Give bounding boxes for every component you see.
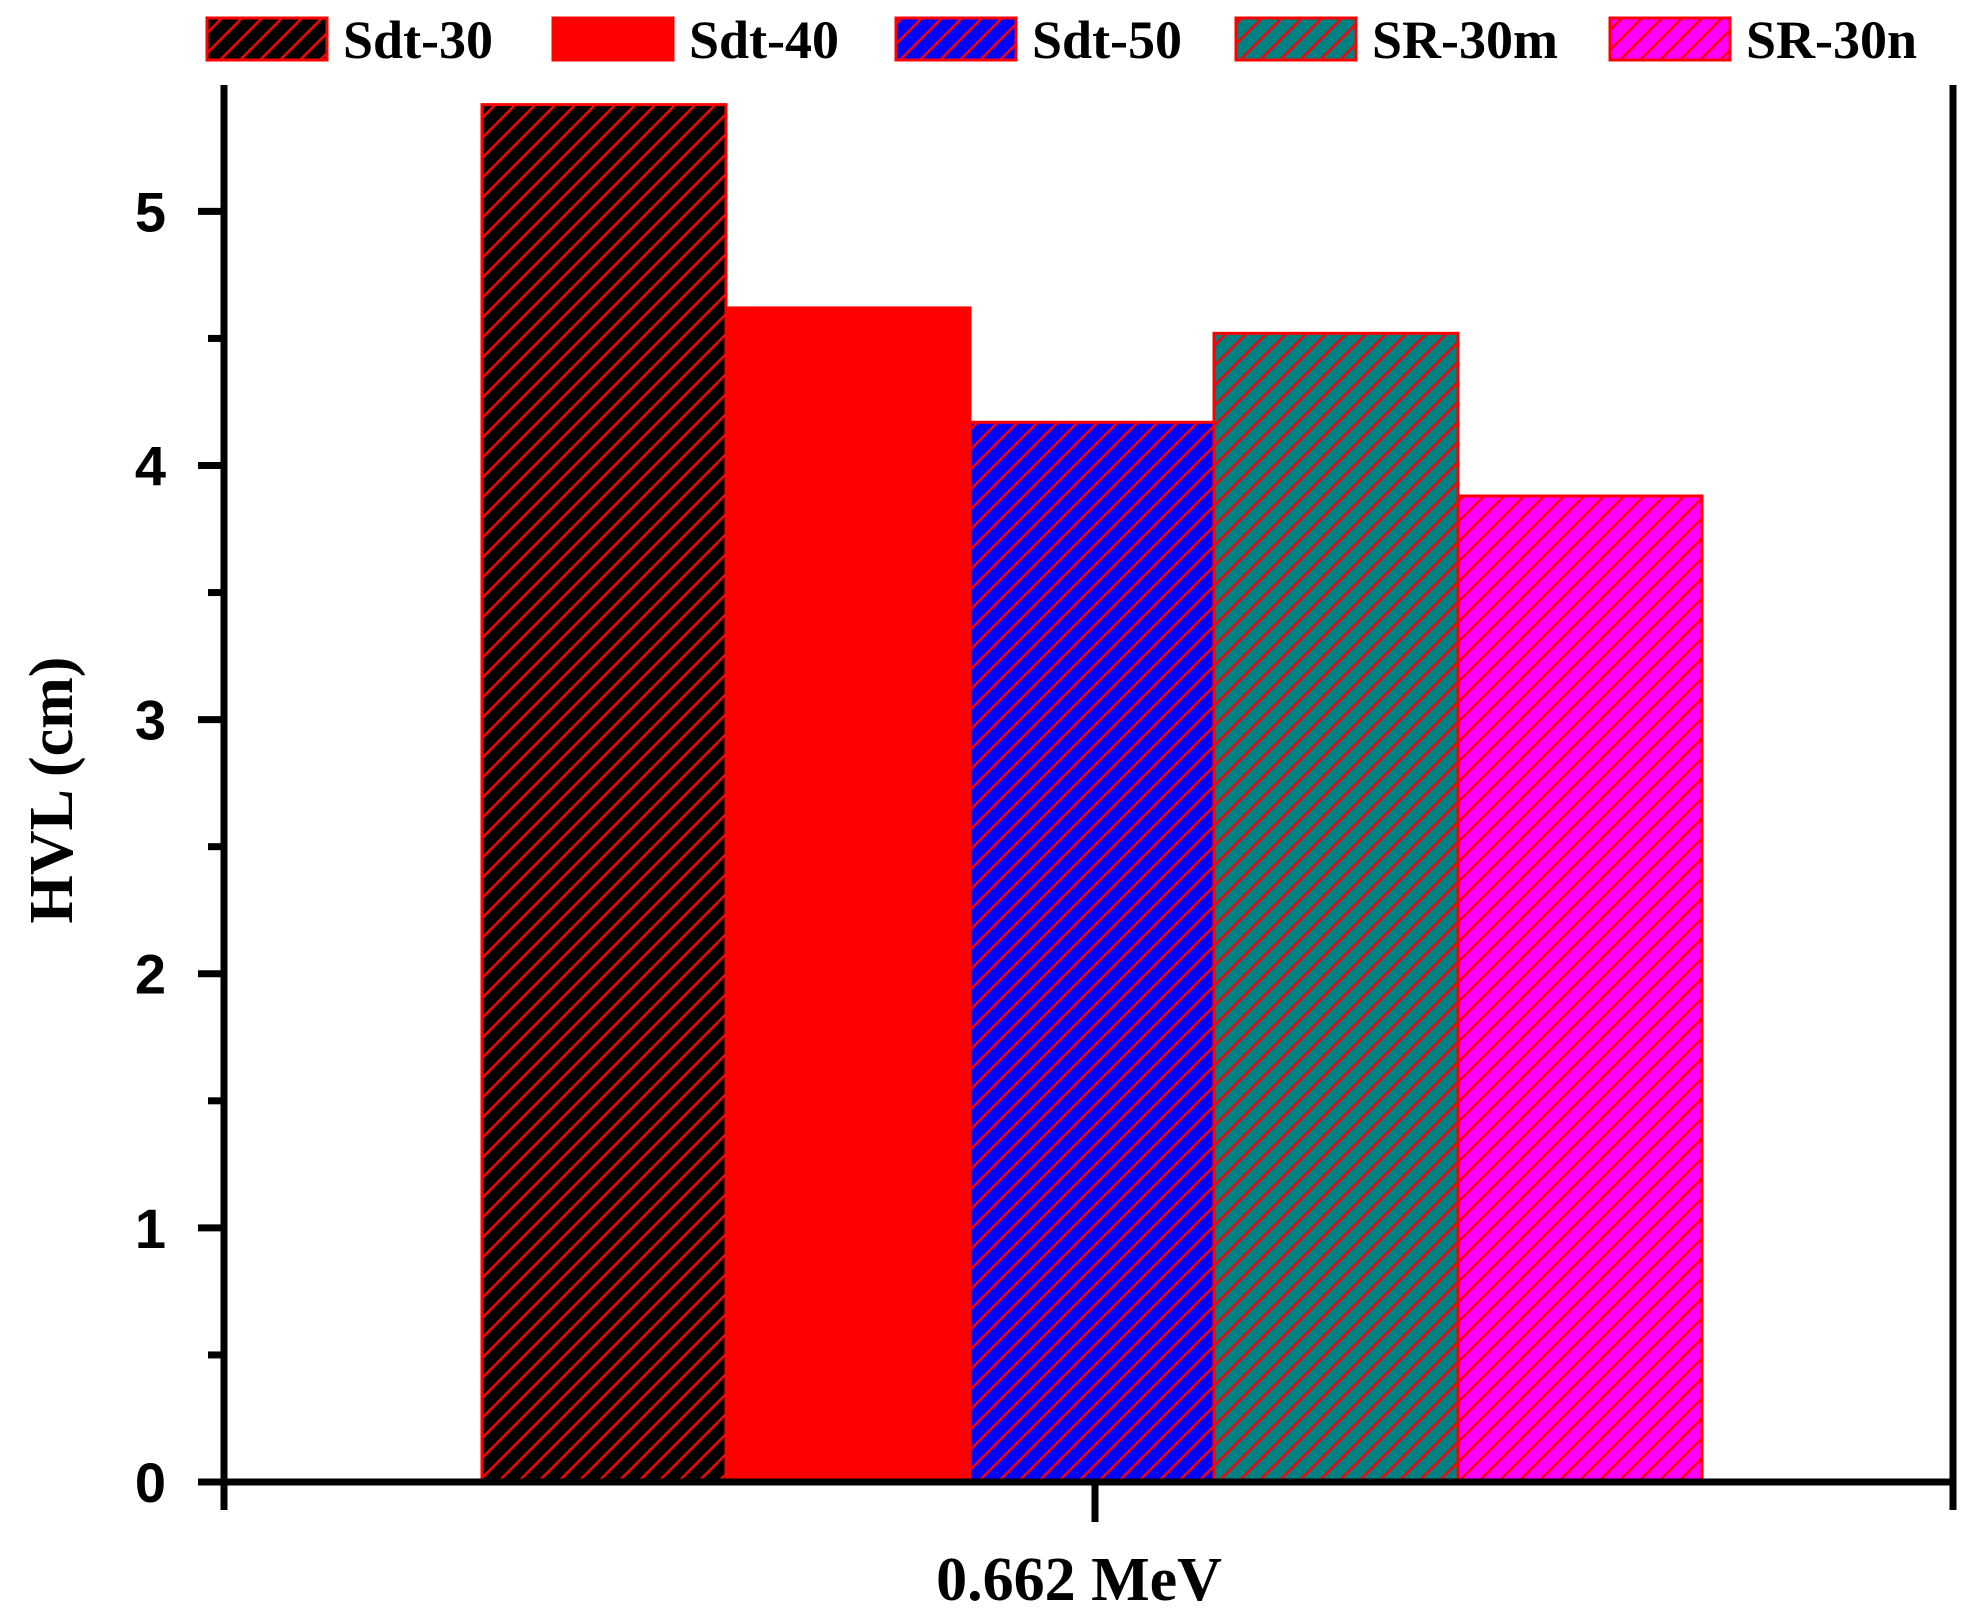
y-tick-label: 5 bbox=[135, 180, 166, 243]
axes bbox=[220, 85, 1957, 1522]
legend-swatch-sdt-30 bbox=[205, 16, 329, 62]
bar-sr-30m bbox=[1212, 331, 1460, 1484]
legend-label-sdt-40: Sdt-40 bbox=[689, 10, 839, 70]
legend: Sdt-30 Sdt-40 Sdt-50 SR-30m SR-30n bbox=[205, 10, 1917, 70]
legend-swatch-sdt-40 bbox=[551, 16, 675, 62]
bar-sr-30n bbox=[1456, 494, 1704, 1484]
legend-label-sdt-50: Sdt-50 bbox=[1032, 10, 1182, 70]
legend-swatch-sdt-50 bbox=[894, 16, 1018, 62]
legend-label-sr-30m: SR-30m bbox=[1372, 10, 1558, 70]
legend-label-sdt-30: Sdt-30 bbox=[343, 10, 493, 70]
y-axis-title: HVL (cm) bbox=[18, 657, 86, 924]
legend-label-sr-30n: SR-30n bbox=[1746, 10, 1917, 70]
bar-sdt-40 bbox=[724, 306, 972, 1484]
bars bbox=[480, 103, 1704, 1484]
y-ticks: 0 1 2 3 4 5 bbox=[135, 180, 224, 1514]
x-tick-label: 0.662 MeV bbox=[936, 1546, 1222, 1614]
y-tick-label: 0 bbox=[135, 1451, 166, 1514]
legend-swatch-sr-30m bbox=[1234, 16, 1358, 62]
bar-sdt-50 bbox=[968, 420, 1216, 1484]
y-tick-label: 3 bbox=[135, 689, 166, 752]
y-tick-label: 2 bbox=[135, 943, 166, 1006]
bar-sdt-30 bbox=[480, 103, 728, 1484]
y-tick-label: 4 bbox=[135, 434, 166, 497]
y-tick-label: 1 bbox=[135, 1197, 166, 1260]
legend-swatch-sr-30n bbox=[1608, 16, 1732, 62]
